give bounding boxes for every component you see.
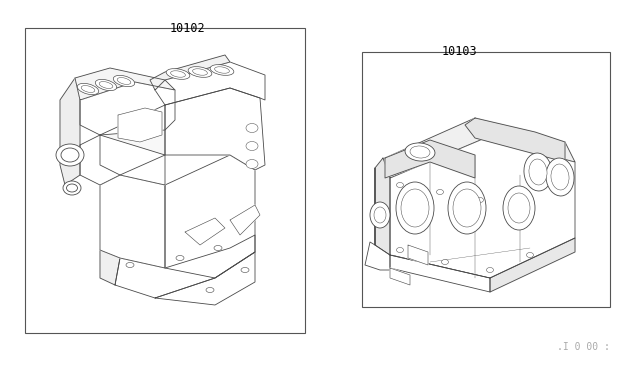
Ellipse shape — [206, 288, 214, 292]
Bar — [362, 52, 610, 307]
Ellipse shape — [524, 153, 552, 191]
Polygon shape — [230, 205, 260, 235]
Ellipse shape — [374, 207, 386, 223]
Ellipse shape — [241, 267, 249, 273]
Ellipse shape — [410, 146, 430, 158]
Polygon shape — [100, 105, 165, 175]
Polygon shape — [118, 108, 162, 142]
Ellipse shape — [210, 65, 234, 76]
Text: .I 0 00 :: .I 0 00 : — [557, 342, 610, 352]
Ellipse shape — [99, 81, 113, 89]
Bar — [25, 28, 305, 333]
Ellipse shape — [176, 256, 184, 260]
Ellipse shape — [436, 189, 444, 195]
Ellipse shape — [63, 181, 81, 195]
Polygon shape — [390, 268, 410, 285]
Polygon shape — [390, 138, 575, 278]
Ellipse shape — [401, 189, 429, 227]
Ellipse shape — [214, 246, 222, 250]
Ellipse shape — [448, 182, 486, 234]
Polygon shape — [80, 135, 165, 185]
Ellipse shape — [477, 198, 483, 202]
Polygon shape — [155, 252, 255, 305]
Polygon shape — [100, 250, 120, 285]
Ellipse shape — [246, 160, 258, 169]
Polygon shape — [80, 82, 175, 135]
Polygon shape — [465, 118, 565, 162]
Polygon shape — [150, 55, 230, 90]
Ellipse shape — [397, 183, 403, 187]
Polygon shape — [75, 68, 175, 100]
Polygon shape — [165, 88, 265, 170]
Polygon shape — [155, 62, 265, 105]
Ellipse shape — [166, 69, 190, 79]
Ellipse shape — [77, 83, 99, 94]
Ellipse shape — [527, 253, 534, 257]
Ellipse shape — [81, 86, 95, 92]
Polygon shape — [185, 218, 225, 245]
Ellipse shape — [503, 186, 535, 230]
Ellipse shape — [56, 144, 84, 166]
Ellipse shape — [188, 67, 212, 77]
Ellipse shape — [486, 267, 493, 273]
Ellipse shape — [171, 71, 186, 77]
Polygon shape — [390, 255, 490, 292]
Ellipse shape — [370, 202, 390, 228]
Polygon shape — [115, 235, 255, 298]
Polygon shape — [100, 175, 165, 268]
Polygon shape — [375, 158, 390, 255]
Ellipse shape — [193, 69, 207, 75]
Ellipse shape — [246, 141, 258, 151]
Ellipse shape — [113, 76, 134, 87]
Ellipse shape — [61, 148, 79, 162]
Polygon shape — [385, 118, 575, 178]
Polygon shape — [365, 168, 390, 270]
Polygon shape — [408, 245, 428, 265]
Ellipse shape — [453, 189, 481, 227]
Text: 10103: 10103 — [441, 45, 477, 58]
Ellipse shape — [442, 260, 449, 264]
Ellipse shape — [397, 247, 403, 253]
Polygon shape — [490, 238, 575, 292]
Polygon shape — [60, 78, 80, 185]
Ellipse shape — [67, 184, 77, 192]
Ellipse shape — [246, 124, 258, 132]
Ellipse shape — [117, 78, 131, 84]
Ellipse shape — [405, 143, 435, 161]
Ellipse shape — [529, 159, 547, 185]
Ellipse shape — [516, 215, 524, 221]
Ellipse shape — [546, 158, 574, 196]
Text: 10102: 10102 — [169, 22, 205, 35]
Ellipse shape — [126, 263, 134, 267]
Ellipse shape — [214, 67, 229, 73]
Ellipse shape — [396, 182, 434, 234]
Ellipse shape — [551, 164, 569, 190]
Ellipse shape — [508, 193, 530, 223]
Polygon shape — [165, 155, 255, 278]
Ellipse shape — [95, 79, 116, 91]
Polygon shape — [385, 140, 475, 178]
